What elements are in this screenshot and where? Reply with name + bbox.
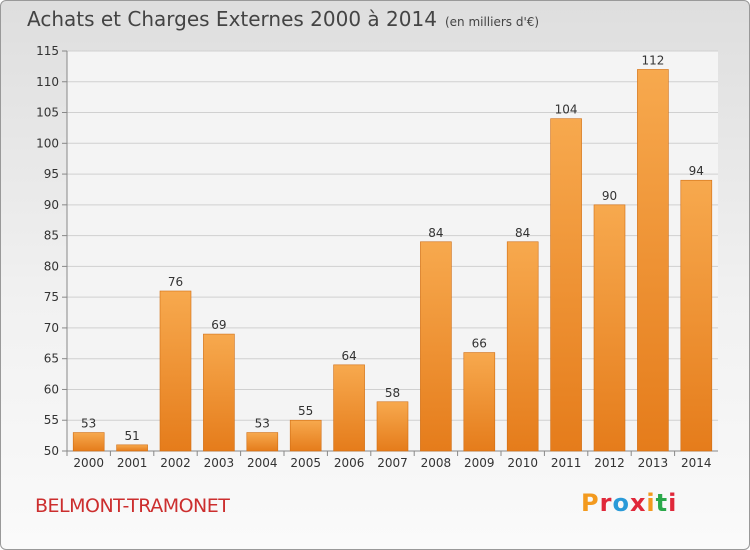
proxiti-logo: Proxiti [581, 489, 677, 517]
chart-title-text: Achats et Charges Externes 2000 à 2014 [27, 7, 437, 31]
bar-layer [72, 69, 713, 452]
x-tick-label-2013: 2013 [638, 456, 669, 470]
data-label-2009: 66 [472, 337, 487, 351]
y-tick-label: 100 [36, 136, 59, 150]
logo-letter: P [581, 489, 600, 517]
data-label-2010: 84 [515, 226, 530, 240]
x-tick-label-2008: 2008 [421, 456, 452, 470]
data-label-2007: 58 [385, 386, 400, 400]
x-tick-label-2012: 2012 [594, 456, 625, 470]
y-tick-label: 75 [44, 290, 59, 304]
data-label-2000: 53 [81, 417, 96, 431]
data-label-2006: 64 [341, 349, 356, 363]
y-tick-label: 60 [44, 382, 59, 396]
data-label-2008: 84 [428, 226, 443, 240]
data-label-2011: 104 [555, 103, 578, 117]
logo-letter: i [646, 489, 656, 517]
x-tick-label-2011: 2011 [551, 456, 582, 470]
y-tick-label: 90 [44, 198, 59, 212]
x-tick-label-2005: 2005 [290, 456, 321, 470]
x-tick-label-2007: 2007 [377, 456, 408, 470]
bar-2012 [593, 204, 626, 452]
bar-2001 [116, 444, 148, 452]
data-label-2013: 112 [641, 53, 664, 67]
bar-2006 [333, 364, 365, 452]
x-tick-label-2010: 2010 [507, 456, 538, 470]
bar-2010 [506, 241, 539, 452]
logo-letter: t [655, 489, 669, 517]
y-tick-label: 95 [44, 167, 59, 181]
x-tick-label-2009: 2009 [464, 456, 495, 470]
logo-letter: x [629, 489, 647, 517]
y-tick-label: 110 [36, 75, 59, 89]
x-tick-label-2001: 2001 [117, 456, 148, 470]
x-tick-label-2004: 2004 [247, 456, 278, 470]
bar-2002 [159, 290, 192, 452]
logo-letter: i [668, 489, 678, 517]
chart-title: Achats et Charges Externes 2000 à 2014 (e… [27, 7, 539, 31]
y-tick-label: 105 [36, 106, 59, 120]
y-tick-label: 55 [44, 413, 59, 427]
bar-2004 [246, 432, 279, 452]
x-tick-label-2006: 2006 [334, 456, 365, 470]
bar-2014 [680, 179, 713, 452]
bar-2005 [289, 419, 322, 452]
place-name: BELMONT-TRAMONET [35, 495, 230, 517]
x-tick-label-2014: 2014 [681, 456, 712, 470]
x-tick-label-2000: 2000 [73, 456, 104, 470]
label-layer: 50 55 60 65 70 75 80 85 90 95 100 105 110 115 53 2000 51… [36, 44, 711, 470]
chart-unit: (en milliers d'€) [444, 15, 540, 29]
bar-2000 [72, 432, 105, 452]
data-label-2004: 53 [255, 417, 270, 431]
y-tick-label: 70 [44, 321, 59, 335]
x-tick-label-2002: 2002 [160, 456, 191, 470]
logo-letter: r [599, 489, 613, 517]
bar-2009 [463, 352, 496, 452]
data-label-2003: 69 [211, 318, 226, 332]
y-tick-label: 80 [44, 259, 59, 273]
data-label-2005: 55 [298, 404, 313, 418]
y-tick-label: 65 [44, 352, 59, 366]
bar-2003 [203, 333, 235, 452]
x-tick-label-2003: 2003 [204, 456, 235, 470]
data-label-2012: 90 [602, 189, 617, 203]
data-label-2014: 94 [689, 164, 704, 178]
y-tick-label: 50 [44, 444, 59, 458]
bar-2013 [637, 69, 669, 452]
data-label-2002: 76 [168, 275, 183, 289]
bar-2011 [550, 118, 582, 452]
logo-letter: o [612, 489, 630, 517]
bar-2007 [376, 401, 409, 452]
y-tick-label: 85 [44, 229, 59, 243]
data-label-2001: 51 [124, 429, 139, 443]
bar-2008 [420, 241, 452, 452]
y-tick-label: 115 [36, 44, 59, 58]
